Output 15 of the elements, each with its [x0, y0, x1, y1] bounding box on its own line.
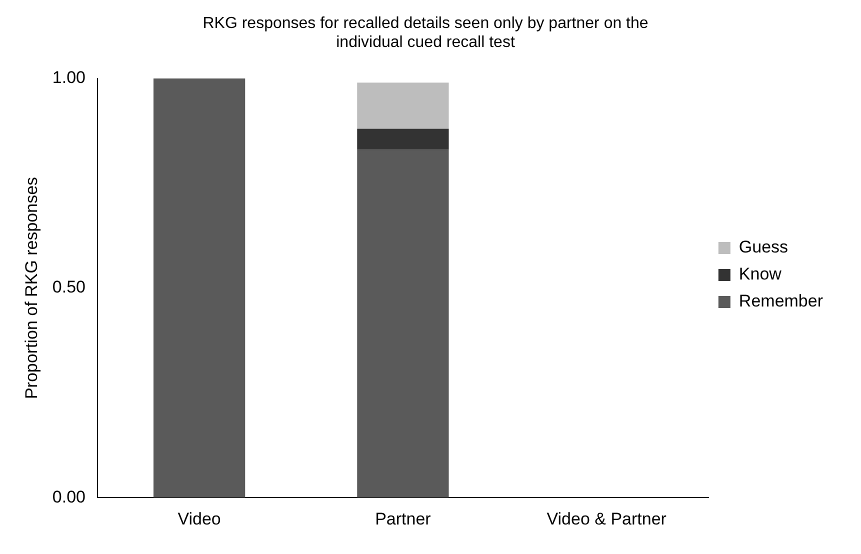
- x-tick-label: Video & Partner: [546, 509, 667, 528]
- chart-title: RKG responses for recalled details seen only by partner on the individual cued recall test: [202, 15, 648, 52]
- bar: [357, 150, 449, 498]
- y-tick-label: 1.00: [52, 68, 86, 88]
- bar: [153, 78, 246, 498]
- legend-label: Remember: [738, 292, 824, 311]
- y-axis-title: Proportion of RKG responses: [22, 176, 41, 400]
- y-tick-label: 0.00: [52, 487, 86, 506]
- legend-label: Know: [738, 264, 782, 284]
- x-tick-label: Partner: [375, 509, 432, 528]
- bar: [357, 128, 449, 150]
- bar: [357, 82, 449, 129]
- y-tick-label: 0.50: [52, 278, 86, 297]
- x-tick-label: Video: [178, 509, 221, 528]
- legend-label: Guess: [738, 238, 788, 257]
